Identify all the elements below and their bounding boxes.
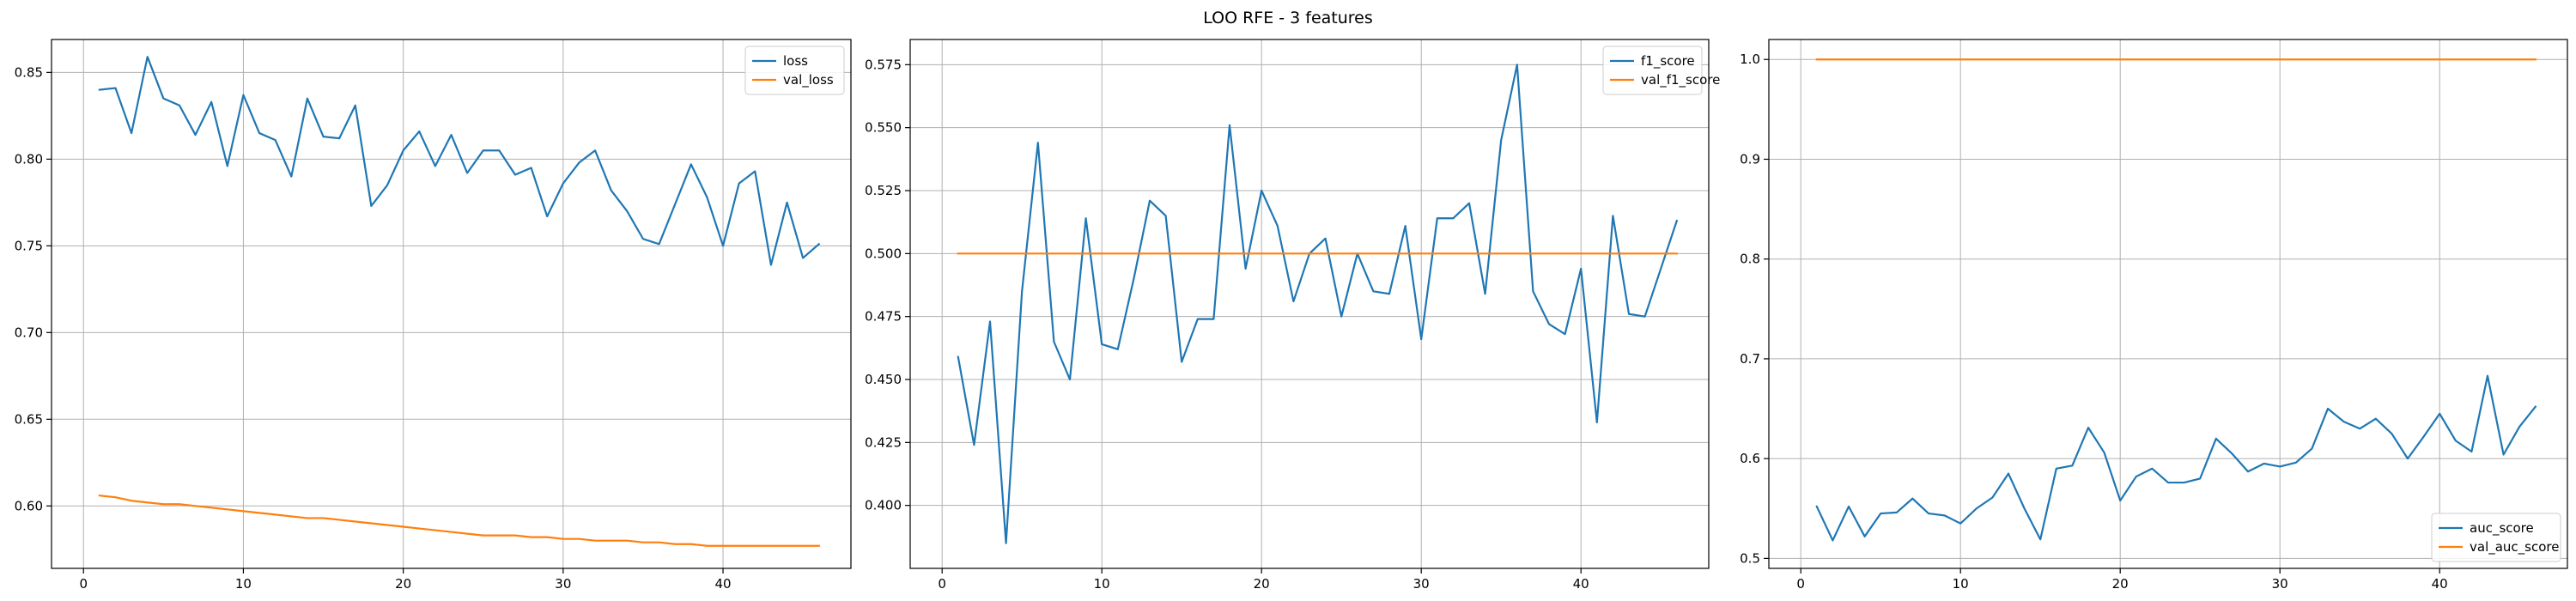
- y-tick-label: 0.80: [15, 151, 43, 167]
- x-tick-label: 30: [2272, 576, 2288, 592]
- y-tick-label: 0.85: [15, 64, 43, 80]
- y-tick-label: 0.7: [1740, 351, 1760, 367]
- subplot-2: 0 10 20 30 40 0.400 0.425 0.450 0.475 0.500 0.525 0…: [865, 39, 1720, 592]
- legend-label-f1_score: f1_score: [1641, 53, 1695, 70]
- x-tick-label: 10: [1953, 576, 1969, 592]
- x-tick-label: 0: [1796, 576, 1805, 592]
- x-tick-label: 20: [395, 576, 411, 592]
- x-tick-label: 0: [79, 576, 88, 592]
- x-tick-label: 40: [714, 576, 731, 592]
- y-tick-label: 0.550: [865, 120, 902, 136]
- legend: f1_score val_f1_score: [1602, 46, 1720, 95]
- x-tick-label: 0: [938, 576, 946, 592]
- series-line-auc_score: [1815, 374, 2537, 542]
- x-tick-label: 30: [555, 576, 571, 592]
- series-line-f1_score: [957, 64, 1679, 544]
- y-tick-label: 0.9: [1740, 151, 1760, 167]
- legend-label-auc_score: auc_score: [2470, 520, 2534, 537]
- axes-frame: [1768, 39, 2568, 569]
- y-tick-label: 0.425: [865, 434, 902, 450]
- legend-box: [2431, 513, 2561, 562]
- x-tick-label: 20: [2112, 576, 2129, 592]
- y-tick-label: 0.65: [15, 411, 43, 427]
- y-tick-label: 0.70: [15, 325, 43, 340]
- y-tick-label: 0.60: [15, 498, 43, 513]
- x-tick-label: 30: [1413, 576, 1430, 592]
- subplot-1: 0 10 20 30 40 0.60 0.65 0.70 0.75 0.80 0.85 loss val…: [15, 39, 852, 592]
- y-tick-label: 0.575: [865, 57, 902, 72]
- legend-label-val_f1_score: val_f1_score: [1641, 72, 1720, 88]
- series-line-val_loss: [98, 494, 820, 547]
- legend-box: [1602, 46, 1703, 95]
- axes-frame: [51, 39, 852, 569]
- y-tick-label: 1.0: [1740, 52, 1760, 67]
- legend-label-val_loss: val_loss: [783, 72, 834, 88]
- series-line-loss: [98, 56, 821, 266]
- legend: auc_score val_auc_score: [2431, 513, 2561, 562]
- x-tick-label: 20: [1254, 576, 1270, 592]
- legend: loss val_loss: [744, 46, 845, 95]
- y-tick-label: 0.500: [865, 246, 902, 261]
- x-tick-label: 40: [2432, 576, 2448, 592]
- x-tick-label: 10: [1094, 576, 1110, 592]
- subplot-3: 0 10 20 30 40 0.5 0.6 0.7 0.8 0.9 1.0 auc_score val_…: [1740, 39, 2568, 592]
- subplots: 0 10 20 30 400.600.650.700.750.800.85lossval…: [15, 39, 2568, 592]
- y-tick-label: 0.75: [15, 238, 43, 253]
- legend-box: [744, 46, 845, 95]
- y-tick-label: 0.525: [865, 183, 902, 198]
- legend-label-loss: loss: [783, 53, 808, 69]
- legend-label-val_auc_score: val_auc_score: [2470, 539, 2560, 555]
- y-tick-label: 0.475: [865, 309, 902, 325]
- x-tick-label: 40: [1573, 576, 1589, 592]
- figure-title: LOO RFE - 3 features: [1203, 9, 1373, 27]
- y-tick-label: 0.400: [865, 498, 902, 513]
- y-tick-label: 0.5: [1740, 550, 1760, 566]
- axes-frame: [909, 39, 1710, 569]
- y-tick-label: 0.8: [1740, 252, 1760, 267]
- x-tick-label: 10: [235, 576, 252, 592]
- y-tick-label: 0.450: [865, 372, 902, 387]
- y-tick-label: 0.6: [1740, 451, 1760, 466]
